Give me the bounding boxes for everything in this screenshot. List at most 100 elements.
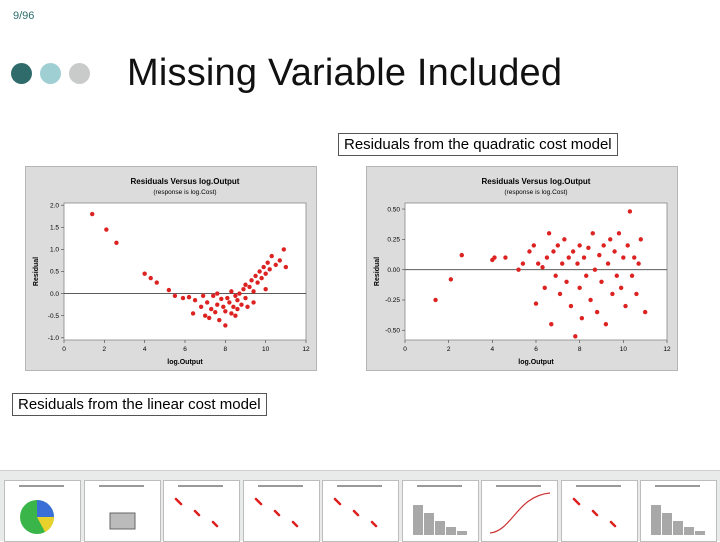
- data-point: [241, 286, 246, 292]
- data-point: [154, 280, 159, 285]
- data-point: [560, 261, 565, 266]
- thumbnail-graphic: [412, 485, 467, 535]
- y-tick-label: -1.0: [48, 335, 60, 342]
- data-point: [283, 264, 289, 270]
- data-point: [243, 295, 248, 301]
- slide-thumbnail[interactable]: [401, 480, 479, 542]
- slide-thumbnail[interactable]: [83, 480, 161, 542]
- data-point: [610, 291, 615, 297]
- data-point: [166, 287, 172, 293]
- data-point: [221, 304, 226, 310]
- data-point: [623, 303, 628, 309]
- y-tick-label: 0.5: [50, 269, 59, 276]
- data-point: [114, 240, 119, 245]
- data-point: [625, 243, 630, 248]
- data-point: [269, 253, 274, 259]
- x-axis-label: log.Output: [518, 359, 554, 366]
- thumbnail-graphic: [572, 485, 621, 528]
- slide-thumbnail[interactable]: [4, 480, 81, 542]
- y-tick-label: 0.00: [387, 267, 400, 274]
- data-point: [608, 237, 613, 242]
- data-point: [564, 279, 569, 285]
- data-point: [265, 260, 270, 265]
- data-point: [223, 309, 228, 314]
- data-point: [634, 291, 639, 297]
- x-tick-label: 10: [620, 346, 628, 353]
- data-point: [533, 301, 539, 306]
- scatter-plot-linear: Residuals Versus log.Output (response is …: [25, 166, 317, 371]
- y-tick-label: 2.0: [50, 202, 59, 209]
- data-point: [544, 255, 550, 260]
- data-point: [90, 211, 95, 217]
- data-point: [638, 237, 643, 242]
- data-point: [540, 265, 545, 270]
- data-point: [570, 249, 576, 254]
- x-tick-label: 4: [491, 346, 495, 353]
- data-point: [229, 289, 234, 294]
- data-point: [590, 231, 595, 236]
- dot-icon-dark: [11, 63, 32, 84]
- slide-thumbnail[interactable]: [481, 480, 558, 542]
- thumbnail-graphic: [98, 485, 144, 530]
- y-tick-label: -0.5: [48, 313, 60, 320]
- x-tick-label: 12: [302, 346, 310, 353]
- slide-thumbnail[interactable]: [163, 480, 240, 542]
- data-point: [603, 322, 609, 327]
- data-point: [235, 306, 240, 312]
- data-point: [233, 293, 238, 299]
- data-point: [249, 278, 254, 283]
- scatter-plot-quadratic: Residuals Versus log.Output (response is …: [366, 166, 678, 371]
- data-point: [180, 295, 186, 301]
- y-tick-label: 0.0: [50, 291, 59, 298]
- y-tick-label: 1.5: [50, 225, 59, 232]
- data-point: [281, 247, 287, 252]
- data-point: [584, 273, 589, 278]
- data-point: [198, 304, 204, 310]
- x-tick-label: 2: [447, 346, 451, 353]
- data-point: [273, 262, 278, 268]
- x-tick-label: 2: [103, 346, 107, 353]
- data-point: [142, 271, 147, 276]
- data-point: [627, 209, 633, 214]
- slide-thumbnail[interactable]: [322, 480, 399, 542]
- data-point: [227, 300, 232, 305]
- slide-thumbnail[interactable]: [640, 480, 717, 542]
- data-point: [225, 295, 230, 301]
- chart-subtitle: (response is log.Cost): [153, 189, 216, 196]
- data-point: [263, 286, 268, 292]
- data-point: [253, 273, 258, 279]
- data-point: [204, 300, 210, 305]
- data-point: [202, 313, 208, 318]
- x-tick-label: 6: [183, 346, 187, 353]
- data-point: [259, 275, 264, 281]
- slide-thumbnail[interactable]: [242, 480, 320, 542]
- data-point: [553, 273, 558, 278]
- data-point: [551, 249, 556, 254]
- data-point: [642, 309, 648, 315]
- data-point: [612, 249, 617, 254]
- data-point: [588, 297, 593, 303]
- data-point: [581, 255, 587, 260]
- data-point: [592, 267, 598, 272]
- x-tick-label: 10: [262, 346, 270, 353]
- x-tick-label: 4: [143, 346, 147, 353]
- data-point: [520, 261, 526, 266]
- data-point: [527, 249, 532, 254]
- x-tick-label: 8: [224, 346, 228, 353]
- y-tick-label: -0.50: [385, 328, 400, 335]
- data-point: [555, 243, 561, 248]
- x-axis-label: log.Output: [167, 359, 203, 366]
- data-point: [503, 255, 508, 260]
- slide-thumbnail[interactable]: [560, 480, 638, 542]
- plot-area: [404, 202, 668, 341]
- slide-title: Missing Variable Included: [127, 52, 563, 94]
- data-point: [594, 309, 600, 315]
- data-point: [186, 294, 192, 300]
- thumbnail-graphic: [333, 485, 382, 528]
- data-point: [257, 269, 262, 274]
- data-point: [448, 277, 454, 282]
- data-point: [245, 304, 250, 310]
- data-point: [579, 315, 585, 321]
- x-tick-label: 0: [62, 346, 66, 353]
- data-point: [568, 303, 574, 309]
